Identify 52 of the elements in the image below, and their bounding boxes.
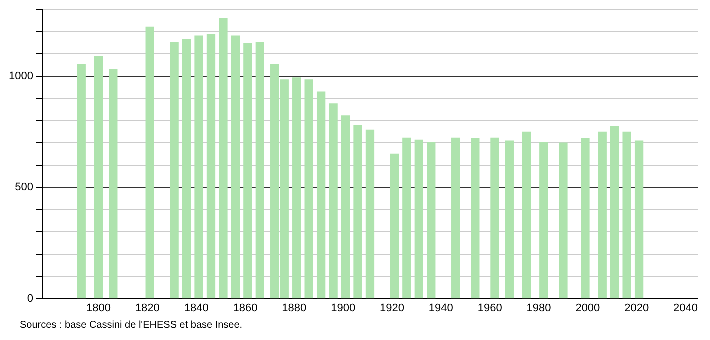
bar	[244, 44, 252, 299]
bar	[390, 154, 400, 299]
bar	[231, 36, 240, 299]
bar	[77, 64, 86, 299]
bar	[109, 70, 118, 299]
bar	[182, 40, 192, 299]
bar	[402, 138, 412, 299]
bar	[219, 18, 228, 299]
bar	[146, 26, 154, 299]
bar	[354, 125, 362, 299]
x-tick-label: 1960	[478, 302, 502, 314]
x-tick-label: 1800	[86, 302, 111, 314]
x-tick-label: 1900	[331, 302, 356, 314]
bar	[610, 126, 620, 299]
bar	[256, 42, 264, 299]
bar	[505, 140, 514, 299]
bar	[490, 138, 500, 299]
y-tick-label: 500	[15, 182, 34, 194]
bar	[452, 138, 460, 299]
x-tick-label: 2000	[576, 302, 600, 314]
bar	[194, 36, 204, 299]
bar	[427, 142, 436, 299]
bar	[634, 140, 644, 299]
x-tick-label: 1920	[380, 302, 404, 314]
bar	[540, 142, 548, 299]
bar	[292, 78, 302, 299]
x-tick-label: 1860	[233, 302, 258, 314]
bar	[471, 138, 480, 299]
bar	[329, 104, 338, 299]
bar	[522, 132, 532, 299]
x-tick-label: 1940	[428, 302, 454, 314]
bar	[598, 132, 607, 299]
x-tick-label: 1840	[184, 302, 209, 314]
bar	[94, 56, 104, 299]
bar	[414, 140, 424, 299]
x-tick-label: 1820	[135, 302, 160, 314]
bar	[304, 80, 314, 299]
x-tick-label: 1880	[282, 302, 307, 314]
bar	[170, 42, 179, 299]
bar	[366, 130, 375, 299]
bar	[341, 116, 350, 299]
y-tick-label: 1000	[8, 70, 34, 82]
x-tick-label: 1980	[526, 302, 552, 314]
bar	[316, 92, 326, 299]
x-tick-label: 2040	[674, 302, 698, 314]
bar	[559, 142, 568, 299]
source-note: Sources : base Cassini de l'EHESS et base Insee.	[20, 320, 243, 331]
bar	[206, 34, 216, 299]
x-tick-label: 2020	[624, 302, 650, 314]
bar	[622, 132, 632, 299]
y-tick-label: 0	[27, 292, 34, 305]
bar	[581, 138, 590, 299]
